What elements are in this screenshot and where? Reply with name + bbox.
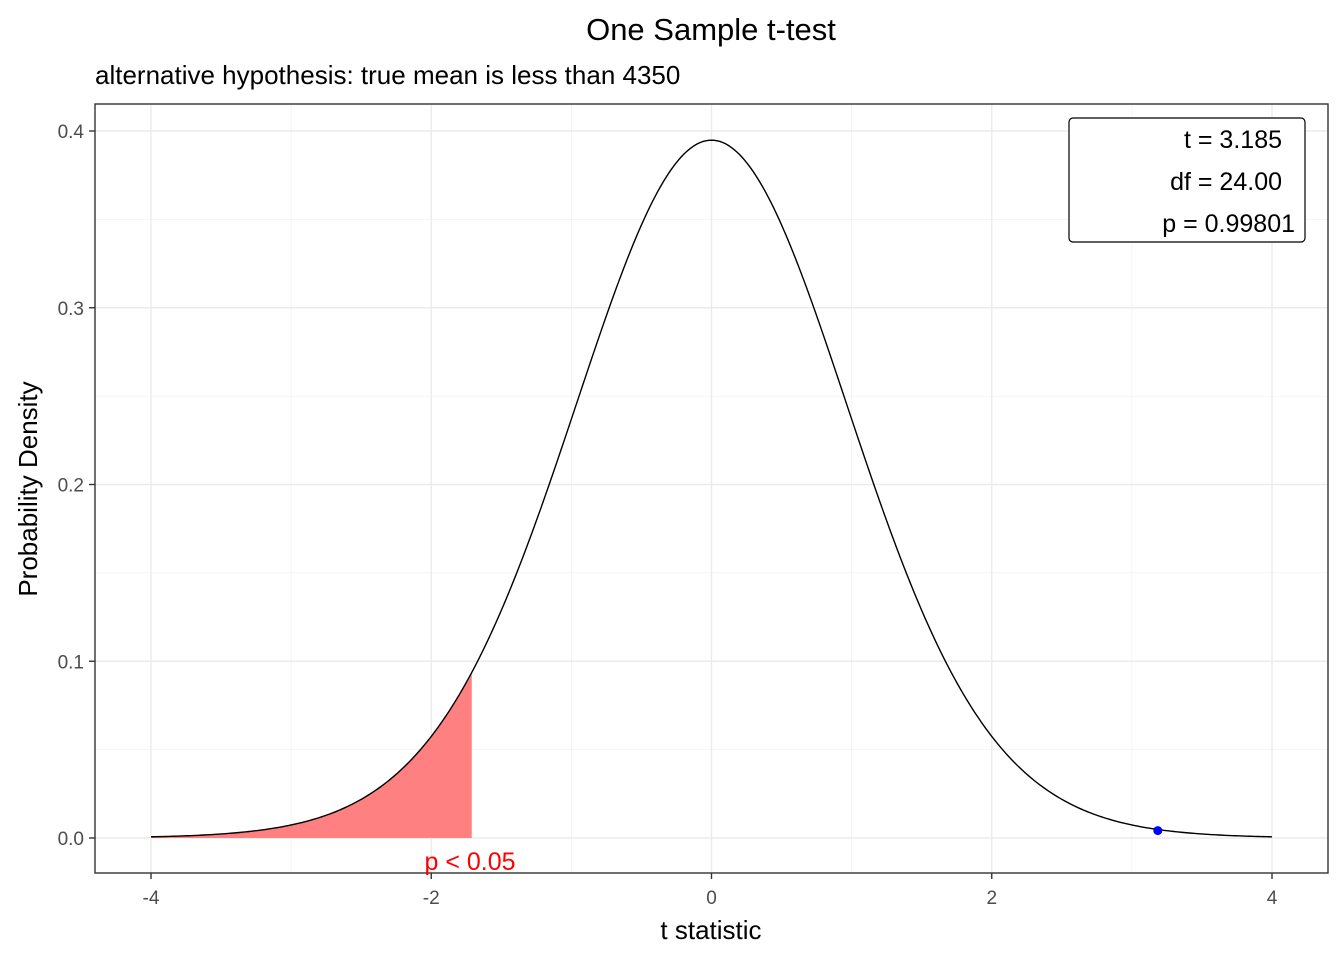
stats-box-frame — [1068, 117, 1306, 243]
x-tick-label: 0 — [706, 888, 717, 909]
y-tick-label: 0.2 — [58, 476, 84, 497]
y-tick-label: 0.4 — [58, 122, 85, 143]
y-axis-label: Probability Density — [13, 381, 43, 596]
x-axis-ticks: -4 -2 0 2 4 — [143, 873, 1278, 909]
y-tick-label: 0.0 — [58, 829, 84, 850]
test-statistics-box: t = 3.185 df = 24.00 p = 0.99801 — [1068, 117, 1306, 243]
observed-t-point — [1153, 826, 1163, 836]
stat-t-value: t = 3.185 — [1184, 126, 1282, 154]
stat-p-value: p = 0.99801 — [1162, 210, 1295, 238]
stat-df-value: df = 24.00 — [1170, 168, 1282, 196]
chart-subtitle: alternative hypothesis: true mean is les… — [95, 60, 680, 90]
chart-title: One Sample t-test — [586, 12, 836, 47]
x-tick-label: -4 — [143, 888, 160, 909]
t-density-curve — [150, 139, 1273, 838]
x-tick-label: 2 — [986, 888, 997, 909]
y-tick-label: 0.1 — [58, 652, 84, 673]
x-tick-label: -2 — [423, 888, 440, 909]
y-tick-label: 0.3 — [58, 299, 84, 320]
rejection-region — [151, 672, 472, 838]
x-axis-label: t statistic — [660, 915, 761, 945]
y-axis-ticks: 0.0 0.1 0.2 0.3 0.4 — [58, 122, 95, 850]
x-tick-label: 4 — [1267, 888, 1278, 909]
rejection-region-label: p < 0.05 — [424, 848, 515, 876]
